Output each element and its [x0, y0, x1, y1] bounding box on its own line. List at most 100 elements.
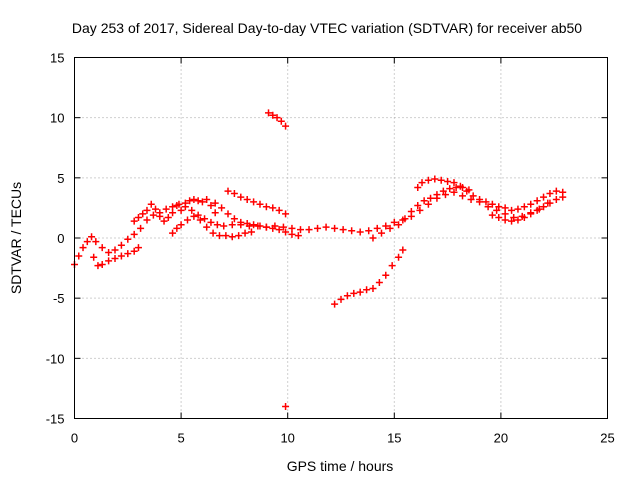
data-point [130, 217, 138, 225]
data-point [75, 252, 83, 260]
data-point [540, 193, 548, 201]
data-point [222, 232, 230, 240]
data-point [173, 202, 181, 210]
data-point [331, 224, 339, 232]
data-point [431, 175, 439, 183]
plot-frame [74, 57, 608, 419]
data-point [277, 117, 285, 125]
data-point [164, 214, 172, 222]
data-point [514, 216, 522, 224]
data-point [337, 295, 345, 303]
data-point [237, 193, 245, 201]
series-isolated-low [282, 402, 290, 410]
data-point [294, 232, 302, 240]
data-point [414, 183, 422, 191]
axis-ticks: 0 5 10 15 20 25 -15 -10 -5 0 5 10 15 [46, 51, 615, 446]
data-points [71, 109, 567, 410]
x-tick-label: 10 [280, 431, 294, 446]
data-point [450, 188, 458, 196]
data-point [194, 197, 202, 205]
data-point [243, 195, 251, 203]
data-point [213, 221, 221, 229]
data-point [373, 224, 381, 232]
data-point [265, 109, 273, 117]
data-point [427, 194, 435, 202]
data-point [207, 218, 215, 226]
series-track-early-upper [130, 195, 219, 225]
data-point [339, 226, 347, 234]
data-point [169, 229, 177, 237]
data-point [282, 122, 290, 130]
data-point [147, 200, 155, 208]
data-point [508, 206, 516, 214]
data-point [149, 211, 157, 219]
data-point [296, 226, 304, 234]
data-point [235, 232, 243, 240]
data-point [282, 402, 290, 410]
series-track-main-low [71, 188, 567, 268]
y-tick-label: 15 [50, 51, 64, 66]
data-point [540, 203, 548, 211]
data-point [237, 218, 245, 226]
data-point [382, 222, 390, 230]
data-point [198, 198, 206, 206]
data-point [111, 246, 119, 254]
data-point [446, 185, 454, 193]
data-point [488, 200, 496, 208]
data-point [501, 204, 509, 212]
data-point [224, 187, 232, 195]
data-point [177, 206, 185, 214]
data-point [190, 212, 198, 220]
x-tick-label: 25 [600, 431, 614, 446]
data-point [83, 238, 91, 246]
data-point [203, 195, 211, 203]
data-point [424, 176, 432, 184]
data-point [88, 233, 96, 241]
data-point [139, 210, 147, 218]
data-point [495, 203, 503, 211]
data-point [559, 188, 567, 196]
data-point [181, 199, 189, 207]
data-point [279, 223, 287, 231]
data-point [399, 246, 407, 254]
data-point [343, 292, 351, 300]
data-point [552, 195, 560, 203]
data-point [177, 221, 185, 229]
data-point [130, 247, 138, 255]
data-point [305, 226, 313, 234]
data-point [105, 257, 113, 265]
data-point [395, 221, 403, 229]
data-point [143, 206, 151, 214]
data-point [209, 229, 217, 237]
data-point [288, 224, 296, 232]
data-point [437, 176, 445, 184]
data-point [495, 214, 503, 222]
data-point [527, 200, 535, 208]
y-tick-label: 10 [50, 111, 64, 126]
data-point [169, 203, 177, 211]
data-point [416, 206, 424, 214]
data-point [117, 252, 125, 260]
data-point [546, 199, 554, 207]
data-point [501, 210, 509, 218]
data-point [476, 195, 484, 203]
data-point [79, 244, 87, 252]
data-point [230, 189, 238, 197]
data-point [218, 204, 226, 212]
y-tick-label: 0 [57, 231, 64, 246]
data-point [441, 191, 449, 199]
data-point [508, 217, 516, 225]
data-point [520, 203, 528, 211]
data-point [365, 227, 373, 235]
x-tick-label: 0 [71, 431, 78, 446]
data-point [444, 177, 452, 185]
data-point [418, 179, 426, 187]
data-point [269, 224, 277, 232]
data-point [546, 189, 554, 197]
data-point [331, 300, 339, 308]
data-point [520, 214, 528, 222]
data-point [282, 210, 290, 218]
data-point [228, 221, 236, 229]
data-point [282, 228, 290, 236]
data-point [203, 223, 211, 231]
